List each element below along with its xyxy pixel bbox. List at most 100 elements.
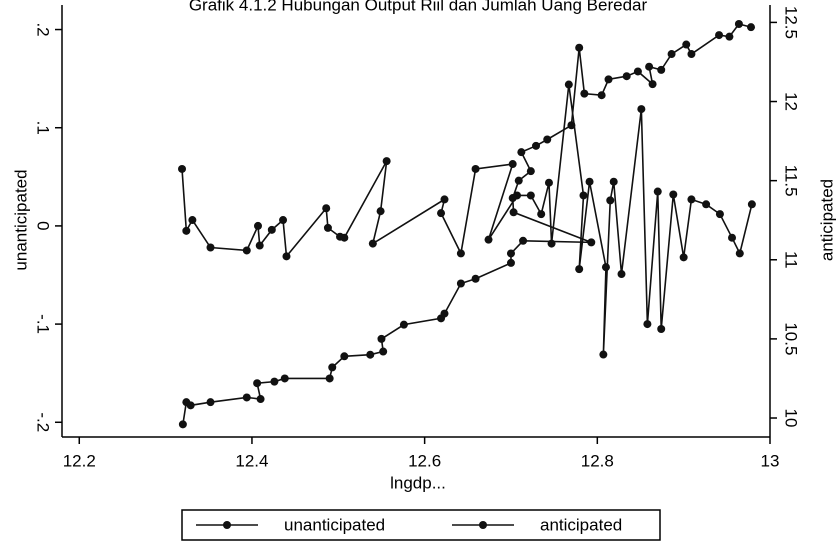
point bbox=[643, 320, 652, 329]
point bbox=[270, 377, 279, 386]
point bbox=[580, 89, 589, 98]
legend-marker bbox=[223, 521, 231, 529]
point bbox=[617, 270, 626, 279]
point bbox=[657, 65, 666, 74]
point bbox=[366, 350, 375, 359]
point bbox=[340, 352, 349, 361]
chart-title: Grafik 4.1.2 Hubungan Output Riil dan Ju… bbox=[189, 0, 648, 14]
point bbox=[622, 72, 631, 81]
point bbox=[206, 398, 215, 407]
x-tick-label: 12.8 bbox=[581, 451, 614, 470]
point bbox=[440, 309, 449, 318]
point bbox=[585, 177, 594, 186]
point bbox=[253, 221, 262, 230]
point bbox=[437, 209, 446, 218]
point bbox=[532, 141, 541, 150]
x-tick-label: 13 bbox=[761, 451, 780, 470]
point bbox=[325, 374, 334, 383]
point bbox=[377, 334, 386, 343]
y-tick-label: -.2 bbox=[34, 412, 53, 432]
point bbox=[379, 347, 388, 356]
y-axis-label: unanticipated bbox=[11, 169, 30, 270]
point bbox=[747, 200, 756, 209]
point bbox=[526, 191, 535, 200]
point bbox=[653, 187, 662, 196]
point bbox=[537, 210, 546, 219]
point bbox=[645, 62, 654, 71]
point bbox=[735, 249, 744, 258]
point bbox=[178, 164, 187, 173]
point bbox=[728, 233, 737, 242]
point bbox=[242, 246, 251, 255]
point bbox=[376, 207, 385, 216]
point bbox=[323, 223, 332, 232]
point bbox=[544, 178, 553, 187]
point bbox=[575, 265, 584, 274]
point bbox=[747, 23, 756, 32]
point bbox=[322, 204, 331, 213]
point bbox=[597, 91, 606, 100]
point bbox=[648, 80, 657, 89]
point bbox=[599, 350, 608, 359]
series-line bbox=[181, 84, 753, 355]
point bbox=[471, 164, 480, 173]
y2-axis-label: anticipated bbox=[817, 179, 836, 261]
point bbox=[715, 210, 724, 219]
point bbox=[182, 226, 191, 235]
x-axis-label: lngdp... bbox=[390, 473, 446, 492]
point bbox=[471, 274, 480, 283]
y-tick-label: .2 bbox=[34, 22, 53, 36]
y-tick-label: -.1 bbox=[34, 314, 53, 334]
point bbox=[440, 195, 449, 204]
point bbox=[279, 216, 288, 225]
x-tick-label: 12.4 bbox=[235, 451, 268, 470]
point bbox=[506, 249, 515, 258]
y2-tick-label: 10.5 bbox=[782, 322, 801, 355]
point bbox=[255, 241, 264, 250]
point bbox=[579, 191, 588, 200]
point bbox=[667, 50, 676, 59]
point bbox=[669, 190, 678, 199]
point bbox=[399, 320, 408, 329]
point bbox=[514, 176, 523, 185]
point bbox=[188, 216, 197, 225]
point bbox=[186, 401, 195, 410]
point bbox=[679, 253, 688, 262]
point bbox=[637, 105, 646, 114]
point bbox=[609, 177, 618, 186]
point bbox=[633, 67, 642, 76]
point bbox=[526, 167, 535, 176]
point bbox=[734, 19, 743, 28]
point bbox=[267, 225, 276, 234]
point bbox=[725, 32, 734, 41]
point bbox=[587, 238, 596, 247]
point bbox=[606, 196, 615, 205]
point bbox=[604, 75, 613, 84]
point bbox=[484, 235, 493, 244]
y-tick-label: 0 bbox=[34, 221, 53, 230]
y-tick-label: .1 bbox=[34, 121, 53, 135]
point bbox=[282, 252, 291, 261]
y2-tick-label: 11.5 bbox=[782, 165, 801, 197]
point bbox=[506, 258, 515, 267]
point bbox=[280, 374, 289, 383]
point bbox=[702, 200, 711, 209]
point bbox=[687, 195, 696, 204]
point bbox=[508, 160, 517, 169]
point bbox=[242, 393, 251, 402]
point bbox=[519, 236, 528, 245]
point bbox=[253, 379, 262, 388]
point bbox=[682, 40, 691, 49]
point bbox=[575, 43, 584, 52]
legend-marker bbox=[479, 521, 487, 529]
point bbox=[509, 208, 518, 217]
point bbox=[206, 243, 215, 252]
point bbox=[368, 239, 377, 248]
y2-tick-label: 12 bbox=[782, 92, 801, 111]
x-tick-label: 12.2 bbox=[63, 451, 96, 470]
point bbox=[517, 148, 526, 157]
legend-label: unanticipated bbox=[284, 515, 385, 534]
legend-box bbox=[181, 509, 661, 541]
x-tick-label: 12.6 bbox=[408, 451, 441, 470]
